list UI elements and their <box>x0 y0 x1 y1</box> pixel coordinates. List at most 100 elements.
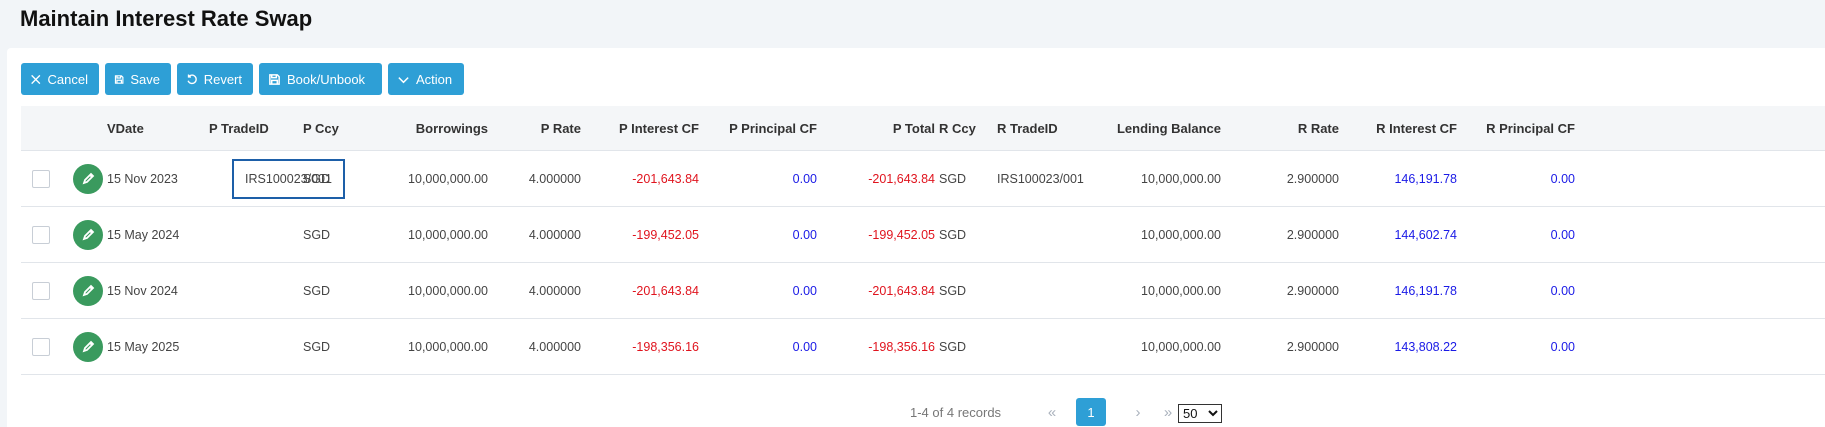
action-button[interactable]: Action <box>388 63 464 95</box>
last-page-icon[interactable]: » <box>1163 403 1173 421</box>
cell-p-interest-cf: -198,356.16 <box>632 339 699 354</box>
cell-borrowings: 10,000,000.00 <box>408 339 488 354</box>
cell-p-principal-cf: 0.00 <box>792 283 817 298</box>
cell-p-total: -198,356.16 <box>868 339 935 354</box>
cell-vdate: 15 May 2024 <box>107 227 180 242</box>
col-header-borrowings[interactable]: Borrowings <box>415 120 488 136</box>
cell-p-interest-cf: -199,452.05 <box>632 227 699 242</box>
col-header-p-interest-cf[interactable]: P Interest CF <box>619 120 699 136</box>
row-checkbox[interactable] <box>32 281 50 300</box>
book-unbook-label: Book/Unbook <box>287 71 366 87</box>
cell-r-ccy: SGD <box>939 339 967 354</box>
edit-row-button[interactable] <box>73 163 103 194</box>
cell-p-ccy: SGD <box>303 283 331 298</box>
cell-r-interest-cf: 144,602.74 <box>1394 227 1457 242</box>
page-button-1[interactable]: 1 <box>1076 398 1106 426</box>
cell-r-rate: 2.900000 <box>1286 171 1339 186</box>
col-header-r-tradeid[interactable]: R TradeID <box>997 120 1058 136</box>
col-header-r-rate[interactable]: R Rate <box>1297 120 1339 136</box>
row-checkbox[interactable] <box>32 225 50 244</box>
save-label: Save <box>130 71 160 87</box>
cell-p-ccy: SGD <box>303 171 331 186</box>
row-select-cell <box>32 207 50 262</box>
cell-vdate: 15 Nov 2024 <box>107 283 178 298</box>
col-header-p-principal-cf[interactable]: P Principal CF <box>729 120 817 136</box>
cell-p-interest-cf: -201,643.84 <box>632 283 699 298</box>
edit-row-button[interactable] <box>73 331 103 362</box>
cell-p-principal-cf: 0.00 <box>792 171 817 186</box>
p-tradeid-input[interactable]: IRS100023/001 <box>232 159 345 199</box>
cell-lending-balance: 10,000,000.00 <box>1141 227 1221 242</box>
pager-info: 1-4 of 4 records <box>910 405 1002 420</box>
table-row[interactable]: 15 May 2024 SGD 10,000,000.00 4.000000 -199,… <box>21 207 1825 263</box>
pencil-icon <box>82 284 95 296</box>
col-header-r-principal-cf[interactable]: R Principal CF <box>1486 120 1575 136</box>
cancel-button[interactable]: Cancel <box>21 63 99 95</box>
row-edit-cell <box>73 151 103 206</box>
row-select-cell <box>32 263 50 318</box>
col-header-p-tradeid[interactable]: P TradeID <box>209 120 269 136</box>
cell-r-ccy: SGD <box>939 171 967 186</box>
row-edit-cell <box>73 319 103 374</box>
edit-row-button[interactable] <box>73 275 103 306</box>
cell-r-interest-cf: 146,191.78 <box>1394 283 1457 298</box>
cell-p-ccy: SGD <box>303 227 331 242</box>
action-label: Action <box>416 71 453 87</box>
table-row[interactable]: 15 Nov 2023 IRS100023/001 SGD 10,000,000.00… <box>21 151 1825 207</box>
cell-r-tradeid: IRS100023/001 <box>997 171 1084 186</box>
table-row[interactable]: 15 Nov 2024 SGD 10,000,000.00 4.000000 -201,… <box>21 263 1825 319</box>
cell-vdate: 15 May 2025 <box>107 339 180 354</box>
next-page-icon[interactable]: › <box>1135 403 1141 421</box>
col-header-p-ccy[interactable]: P Ccy <box>303 120 339 136</box>
cell-r-interest-cf: 146,191.78 <box>1394 171 1457 186</box>
cell-p-interest-cf: -201,643.84 <box>632 171 699 186</box>
page-size-select[interactable]: 50 <box>1178 404 1222 423</box>
table-row[interactable]: 15 May 2025 SGD 10,000,000.00 4.000000 -198,… <box>21 319 1825 375</box>
cell-r-tradeid <box>997 207 1107 262</box>
cell-borrowings: 10,000,000.00 <box>408 283 488 298</box>
cell-r-rate: 2.900000 <box>1286 339 1339 354</box>
row-select-cell <box>32 319 50 374</box>
cell-p-rate: 4.000000 <box>528 339 581 354</box>
col-header-p-total[interactable]: P Total <box>892 120 935 136</box>
cell-r-principal-cf: 0.00 <box>1550 283 1575 298</box>
pencil-icon <box>82 340 95 352</box>
pencil-icon <box>82 172 95 184</box>
row-checkbox[interactable] <box>32 337 50 356</box>
book-unbook-button[interactable]: Book/Unbook <box>259 63 382 95</box>
pager: 1-4 of 4 records « ‹ 1 › » 50 <box>21 396 1825 427</box>
grid-body: 15 Nov 2023 IRS100023/001 SGD 10,000,000.00… <box>21 151 1825 375</box>
cell-p-rate: 4.000000 <box>528 171 581 186</box>
toolbar: Cancel Save Revert Book/Unbook Action <box>21 63 464 95</box>
cell-r-interest-cf: 143,808.22 <box>1394 339 1457 354</box>
cell-p-tradeid <box>209 319 309 374</box>
col-header-lending-balance[interactable]: Lending Balance <box>1116 120 1221 136</box>
cell-borrowings: 10,000,000.00 <box>408 171 488 186</box>
col-header-vdate[interactable]: VDate <box>107 120 144 136</box>
row-select-cell <box>32 151 50 206</box>
cell-p-tradeid <box>209 263 309 318</box>
cell-r-tradeid <box>997 263 1107 318</box>
save-button[interactable]: Save <box>105 63 171 95</box>
cell-p-principal-cf: 0.00 <box>792 339 817 354</box>
cancel-label: Cancel <box>47 71 88 87</box>
cell-p-principal-cf: 0.00 <box>792 227 817 242</box>
first-page-icon[interactable]: « <box>1047 403 1057 421</box>
cell-p-total: -201,643.84 <box>868 171 935 186</box>
cell-r-principal-cf: 0.00 <box>1550 339 1575 354</box>
edit-row-button[interactable] <box>73 219 103 250</box>
cell-r-ccy: SGD <box>939 283 967 298</box>
cell-lending-balance: 10,000,000.00 <box>1141 283 1221 298</box>
cell-r-rate: 2.900000 <box>1286 227 1339 242</box>
revert-button[interactable]: Revert <box>177 63 253 95</box>
col-header-r-ccy[interactable]: R Ccy <box>939 120 976 136</box>
col-header-r-interest-cf[interactable]: R Interest CF <box>1376 120 1457 136</box>
row-checkbox[interactable] <box>32 169 50 188</box>
col-header-p-rate[interactable]: P Rate <box>540 120 581 136</box>
cell-r-ccy: SGD <box>939 227 967 242</box>
cell-p-rate: 4.000000 <box>528 227 581 242</box>
cell-p-total: -199,452.05 <box>868 227 935 242</box>
cell-r-principal-cf: 0.00 <box>1550 227 1575 242</box>
pencil-icon <box>82 228 95 240</box>
page-title: Maintain Interest Rate Swap <box>20 6 313 31</box>
